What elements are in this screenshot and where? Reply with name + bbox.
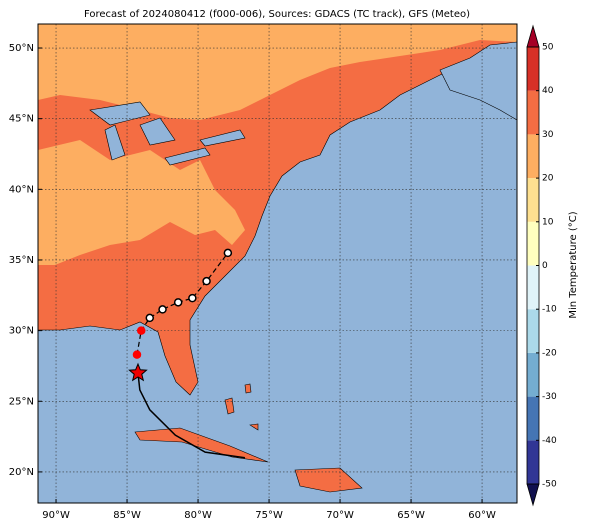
forecast-point [202,276,211,286]
great-lakes [89,101,246,166]
ocean [38,41,517,503]
colorbar-tick-label: -40 [542,436,557,446]
colorbar-tick-label: -50 [542,480,557,490]
past-track [137,372,246,459]
colorbar-segment [527,134,539,179]
colorbar-tick-label: 30 [542,130,554,140]
map-frame [37,23,518,504]
colorbar-segment [527,178,539,222]
cool-land [38,140,245,265]
forecast-point [188,293,197,303]
y-tick-label: 25°N [9,396,34,407]
forecast-point [173,298,183,307]
x-tick-label: 70°W [326,510,354,521]
x-tick-label: 60°W [468,510,496,521]
colorbar-tick-label: 10 [542,217,554,227]
map-title: Forecast of 2024080412 (f000-006), Sourc… [84,9,470,20]
colorbar-segment [527,221,539,266]
colorbar-over [526,24,540,48]
bahamas [224,383,259,431]
forecast-point [132,350,142,359]
y-tick-label: 50°N [9,43,34,54]
x-tick-label: 65°W [397,510,425,521]
x-tick-label: 75°W [255,510,283,521]
y-tick-label: 40°N [9,184,34,195]
forecast-point [145,313,155,323]
y-tick-label: 30°N [9,326,34,337]
forecast-point [136,326,146,335]
colorbar-tick-label: 0 [542,261,548,271]
y-tick-label: 45°N [9,114,34,125]
colorbar-tick-label: -30 [542,392,557,402]
current-position [128,362,148,382]
storm-track [128,248,246,459]
graticule [38,24,517,503]
y-tick-label: 20°N [9,467,34,478]
y-tick-label: 35°N [9,255,34,266]
colorbar-segment [527,352,539,397]
colorbar-segment [527,396,539,441]
hispaniola [294,467,363,493]
forecast-point [223,248,233,258]
colorbar: -50 -40 -30 -20 -10 0 10 20 30 40 50 [526,24,557,507]
cuba [134,427,269,463]
colorbar-label: Min Temperature (°C) [568,211,579,318]
axes: 90°W 85°W 80°W 75°W 70°W 65°W 60°W 20°N 25°N 30°N… [9,43,496,521]
forecast-point [158,305,167,314]
colorbar-segment [527,309,539,353]
colorbar-tick-label: -10 [542,305,557,315]
colorbar-segment [527,440,539,484]
colorbar-tick-label: -20 [542,348,557,358]
colorbar-under [526,483,540,507]
map [38,24,517,503]
colorbar-tick-label: 20 [542,174,554,184]
colorbar-tick-label: 40 [542,86,554,96]
x-tick-label: 80°W [184,510,212,521]
x-tick-label: 85°W [113,510,141,521]
x-tick-label: 90°W [42,510,70,521]
colorbar-segment [527,47,539,91]
colorbar-segment [527,90,539,135]
colorbar-tick-label: 50 [542,43,554,53]
colorbar-segment [527,265,539,310]
gulf [439,41,517,121]
